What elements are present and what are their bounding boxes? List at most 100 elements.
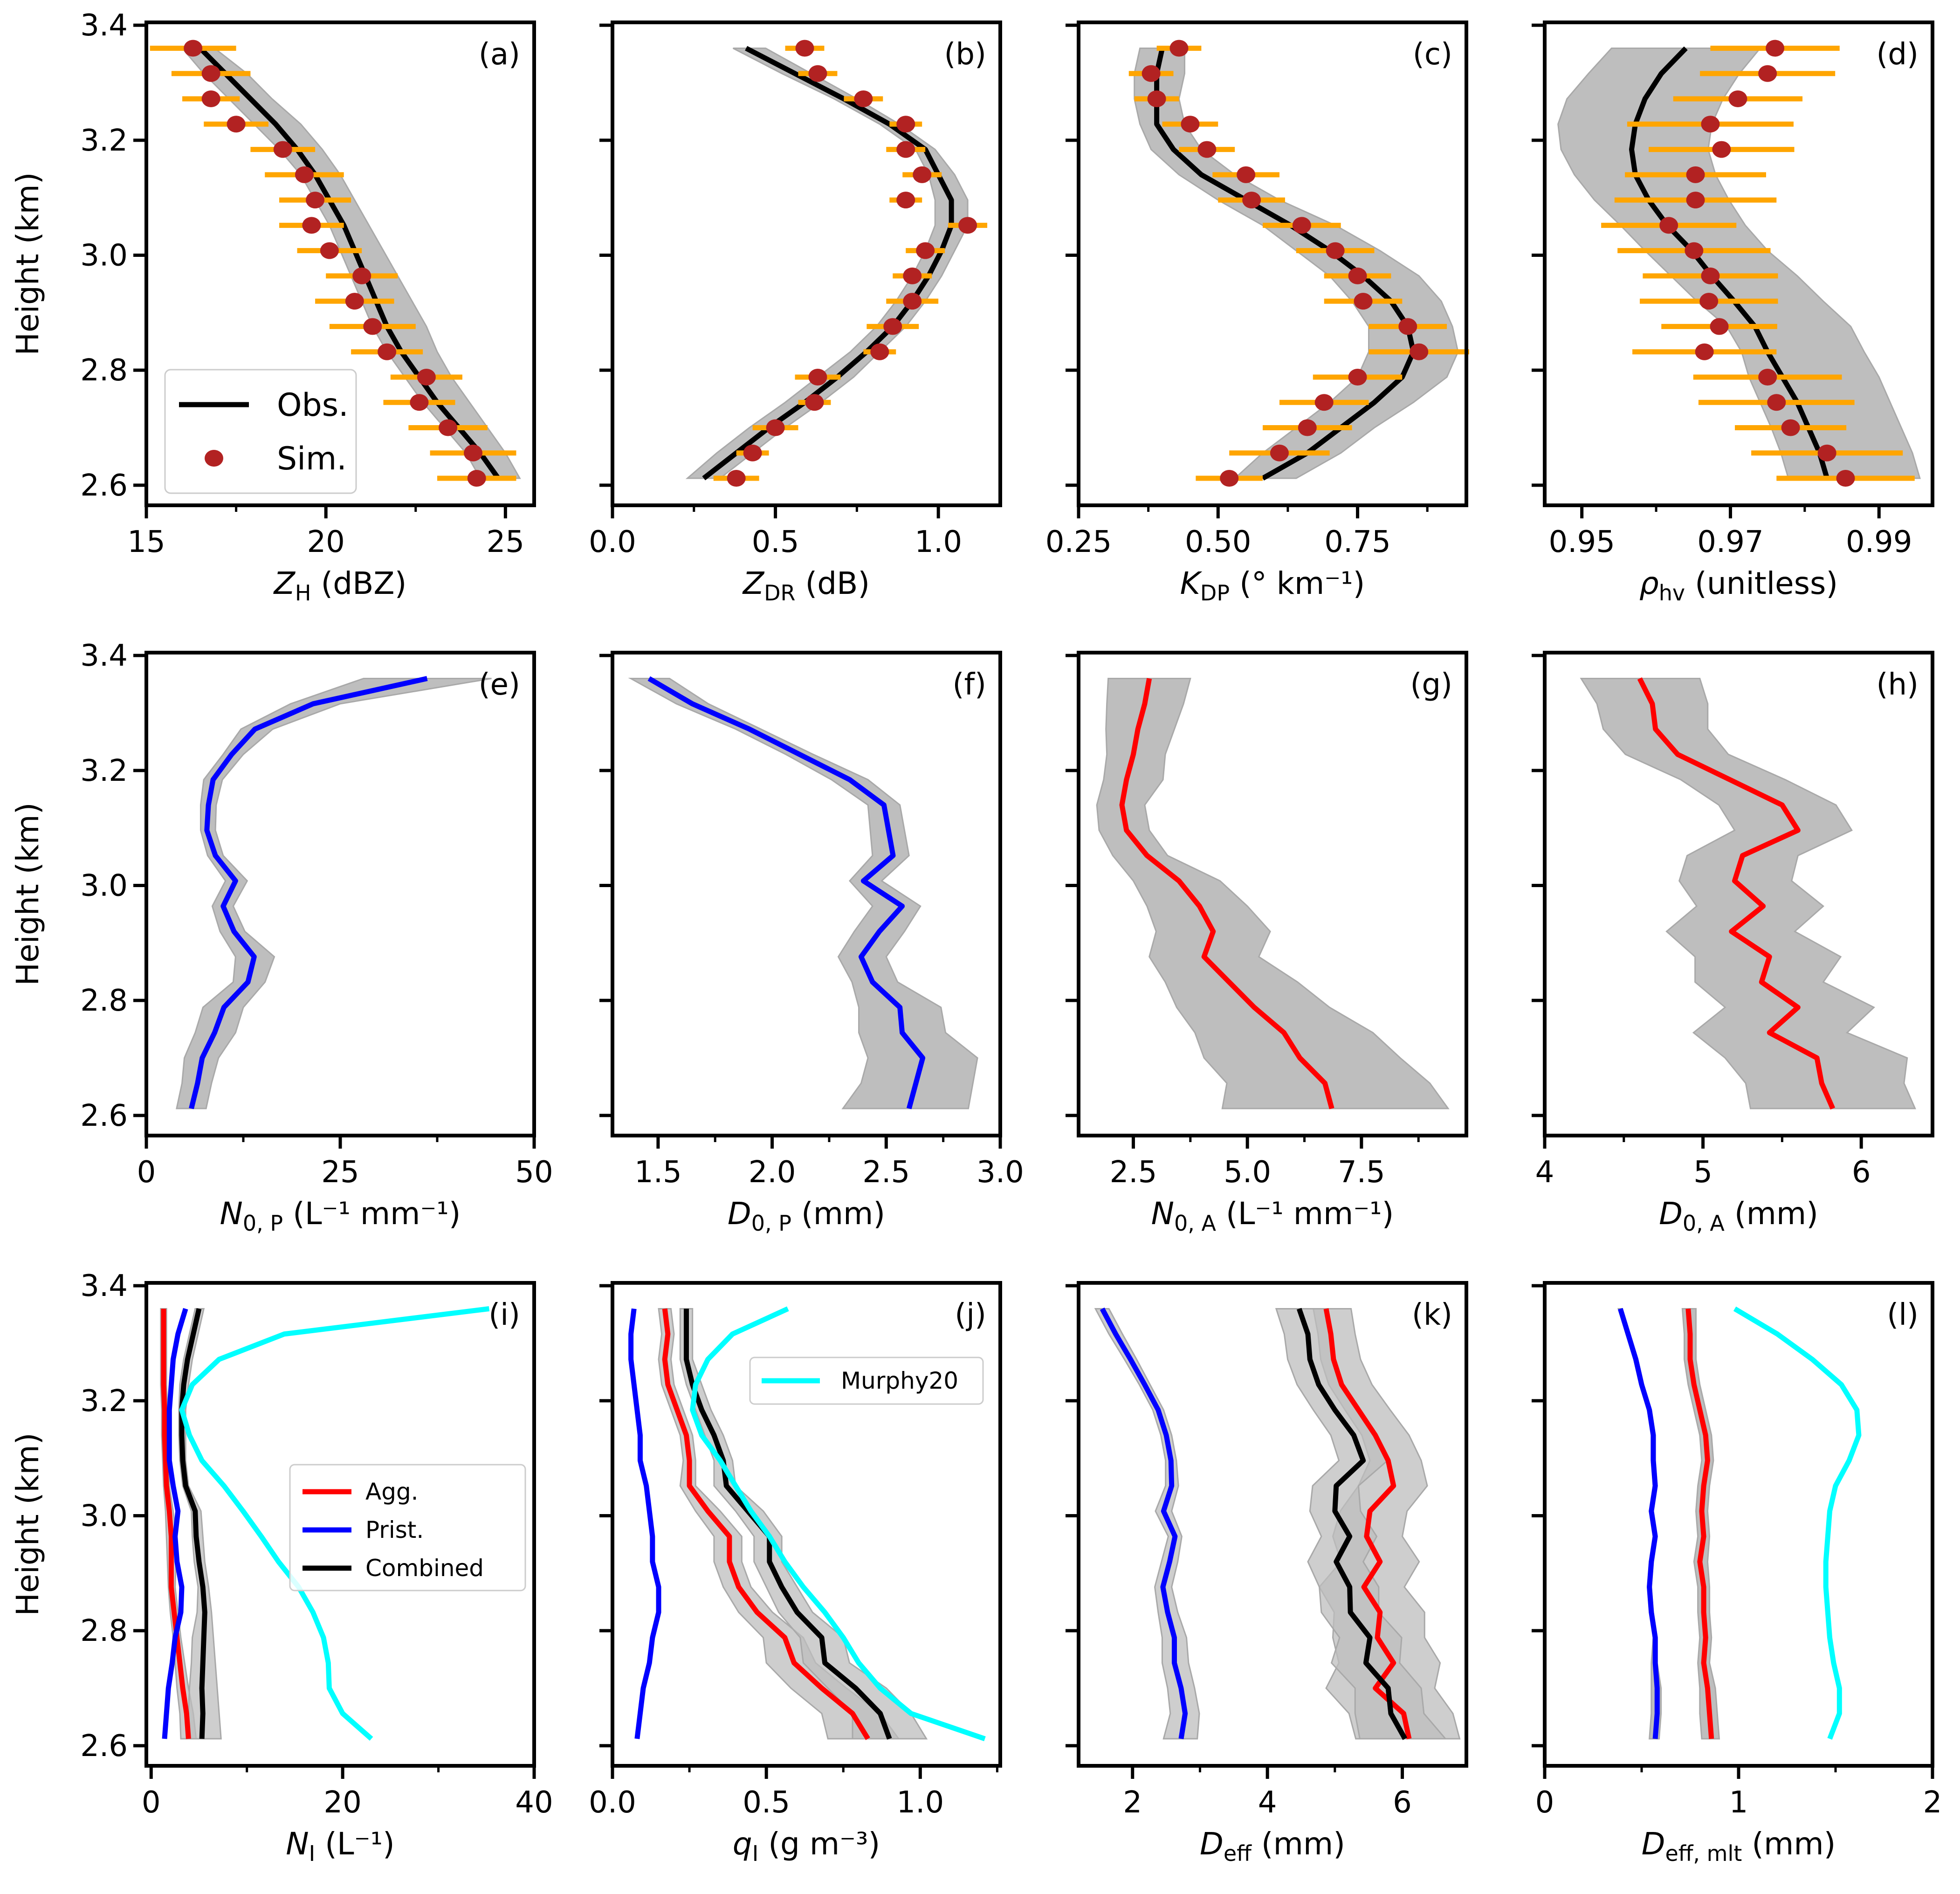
x-axis-label: qI (g m⁻³)	[733, 1826, 880, 1866]
legend-label: Murphy20	[841, 1367, 958, 1394]
y-tick-label: 2.6	[80, 468, 128, 503]
x-axis-label: ρhv (unitless)	[1639, 565, 1838, 606]
uncertainty-band-prist	[1094, 1308, 1200, 1740]
x-tick-label: 7.5	[1338, 1155, 1385, 1190]
data-point	[766, 419, 785, 436]
series-line-murphy20	[179, 1306, 490, 1741]
legend-box	[749, 1357, 984, 1405]
series-line-murphy20	[690, 1306, 986, 1742]
axes-frame	[144, 1281, 536, 1768]
y-tick-label: 2.8	[80, 353, 128, 388]
data-point	[320, 242, 339, 259]
uncertainty-band-prist	[176, 678, 492, 1109]
data-point	[913, 166, 932, 183]
series-line-prist	[162, 1308, 188, 1739]
uncertainty-band-obs	[1557, 48, 1921, 479]
x-tick-label: 4	[1258, 1785, 1277, 1820]
data-point	[743, 444, 762, 461]
x-axis-label-symbol: D	[1659, 1196, 1683, 1232]
x-tick-label: 2	[1123, 1785, 1142, 1820]
panel-label: (e)	[479, 668, 520, 702]
data-point	[1220, 470, 1239, 487]
series-line-murphy20	[1733, 1306, 1862, 1740]
data-point	[1354, 293, 1373, 310]
x-axis-label-unit: (mm)	[1742, 1826, 1836, 1862]
uncertainty-band-agg	[1096, 678, 1450, 1109]
x-tick-label: 5	[1693, 1155, 1712, 1190]
panel-k: 2 4 6 Deff (mm) (k)	[1066, 1281, 1468, 1866]
data-point	[870, 343, 889, 360]
series-line-obs	[1629, 46, 1829, 479]
x-axis-label-subscript: eff	[1224, 1841, 1252, 1866]
panel-i: 2.6 2.8 3.0 3.2 3.4 0 20 40 NI (L⁻¹) Height (km) (…	[10, 1269, 553, 1866]
data-point	[184, 40, 203, 57]
data-point	[1242, 192, 1261, 209]
data-point	[363, 318, 382, 335]
axes-frame	[611, 1281, 1002, 1768]
x-axis-label: ZH (dBZ)	[273, 565, 407, 606]
x-tick-label: 25	[321, 1155, 359, 1190]
data-point	[410, 394, 429, 411]
series-line-prist	[1100, 1307, 1188, 1739]
x-tick-label: 4	[1535, 1155, 1554, 1190]
x-tick-label: 2.5	[1110, 1155, 1157, 1190]
y-tick-label: 3.0	[80, 1499, 128, 1534]
data-point	[1701, 267, 1720, 284]
series-line-combined	[1296, 1308, 1408, 1740]
data-point	[958, 217, 977, 234]
panel-label: (i)	[488, 1298, 520, 1332]
x-tick-label: 1.0	[915, 525, 962, 559]
panel-f: 1.5 2.0 2.5 3.0 D0, P (mm) (f)	[599, 651, 1024, 1236]
series-line-prist	[189, 676, 428, 1109]
data-point	[1817, 444, 1836, 461]
x-axis-label-subscript: DR	[764, 580, 795, 606]
data-point	[1398, 318, 1417, 335]
x-axis-label-unit: (unitless)	[1685, 565, 1838, 601]
x-tick-label: 0.25	[1045, 525, 1112, 559]
data-point	[201, 90, 220, 108]
x-tick-label: 25	[487, 525, 524, 559]
x-tick-label: 0.97	[1697, 525, 1764, 559]
x-axis-label: KDP (° km⁻¹)	[1180, 565, 1365, 606]
data-point	[378, 343, 397, 360]
data-point	[295, 166, 314, 183]
x-axis-label-unit: (mm)	[1725, 1196, 1818, 1232]
data-point	[854, 90, 873, 108]
x-tick-label: 0.50	[1185, 525, 1252, 559]
legend: Obs. Sim.	[164, 369, 357, 494]
y-tick-label: 3.4	[80, 639, 128, 673]
y-tick-label: 2.6	[80, 1729, 128, 1763]
series-line-obs	[1154, 48, 1416, 481]
data-point	[201, 65, 220, 82]
panel-label: (k)	[1412, 1298, 1452, 1332]
x-axis-label-unit: (mm)	[1252, 1826, 1345, 1862]
series-line-agg	[161, 1309, 191, 1739]
data-point	[1766, 40, 1785, 57]
x-axis-label-subscript: H	[295, 580, 311, 606]
data-point	[1314, 394, 1334, 411]
y-tick-label: 3.2	[80, 124, 128, 158]
x-tick-label: 0.5	[743, 1785, 790, 1820]
x-axis-label: ZDR (dB)	[742, 565, 870, 606]
data-point	[1348, 368, 1367, 386]
data-point	[1197, 141, 1217, 158]
legend-label: Agg.	[365, 1478, 419, 1505]
x-axis-label-subscript: DP	[1200, 580, 1230, 606]
y-tick-label: 3.4	[80, 1269, 128, 1303]
data-point	[896, 141, 915, 158]
x-axis-label-symbol: N	[286, 1826, 309, 1862]
series-line-agg	[1637, 677, 1836, 1110]
x-tick-label: 15	[127, 525, 165, 559]
y-axis-label: Height (km)	[10, 172, 46, 355]
data-point	[1728, 90, 1747, 108]
data-point	[1710, 318, 1729, 335]
data-point	[1686, 166, 1705, 183]
x-axis-label-subscript: 0, P	[751, 1211, 791, 1236]
data-point	[1695, 343, 1714, 360]
x-axis-label-unit: (dBZ)	[311, 565, 406, 601]
x-tick-label: 0.0	[589, 1785, 636, 1820]
x-tick-label: 1.0	[896, 1785, 944, 1820]
y-tick-label: 3.4	[80, 8, 128, 43]
x-axis-label: D0, P (mm)	[728, 1196, 885, 1236]
